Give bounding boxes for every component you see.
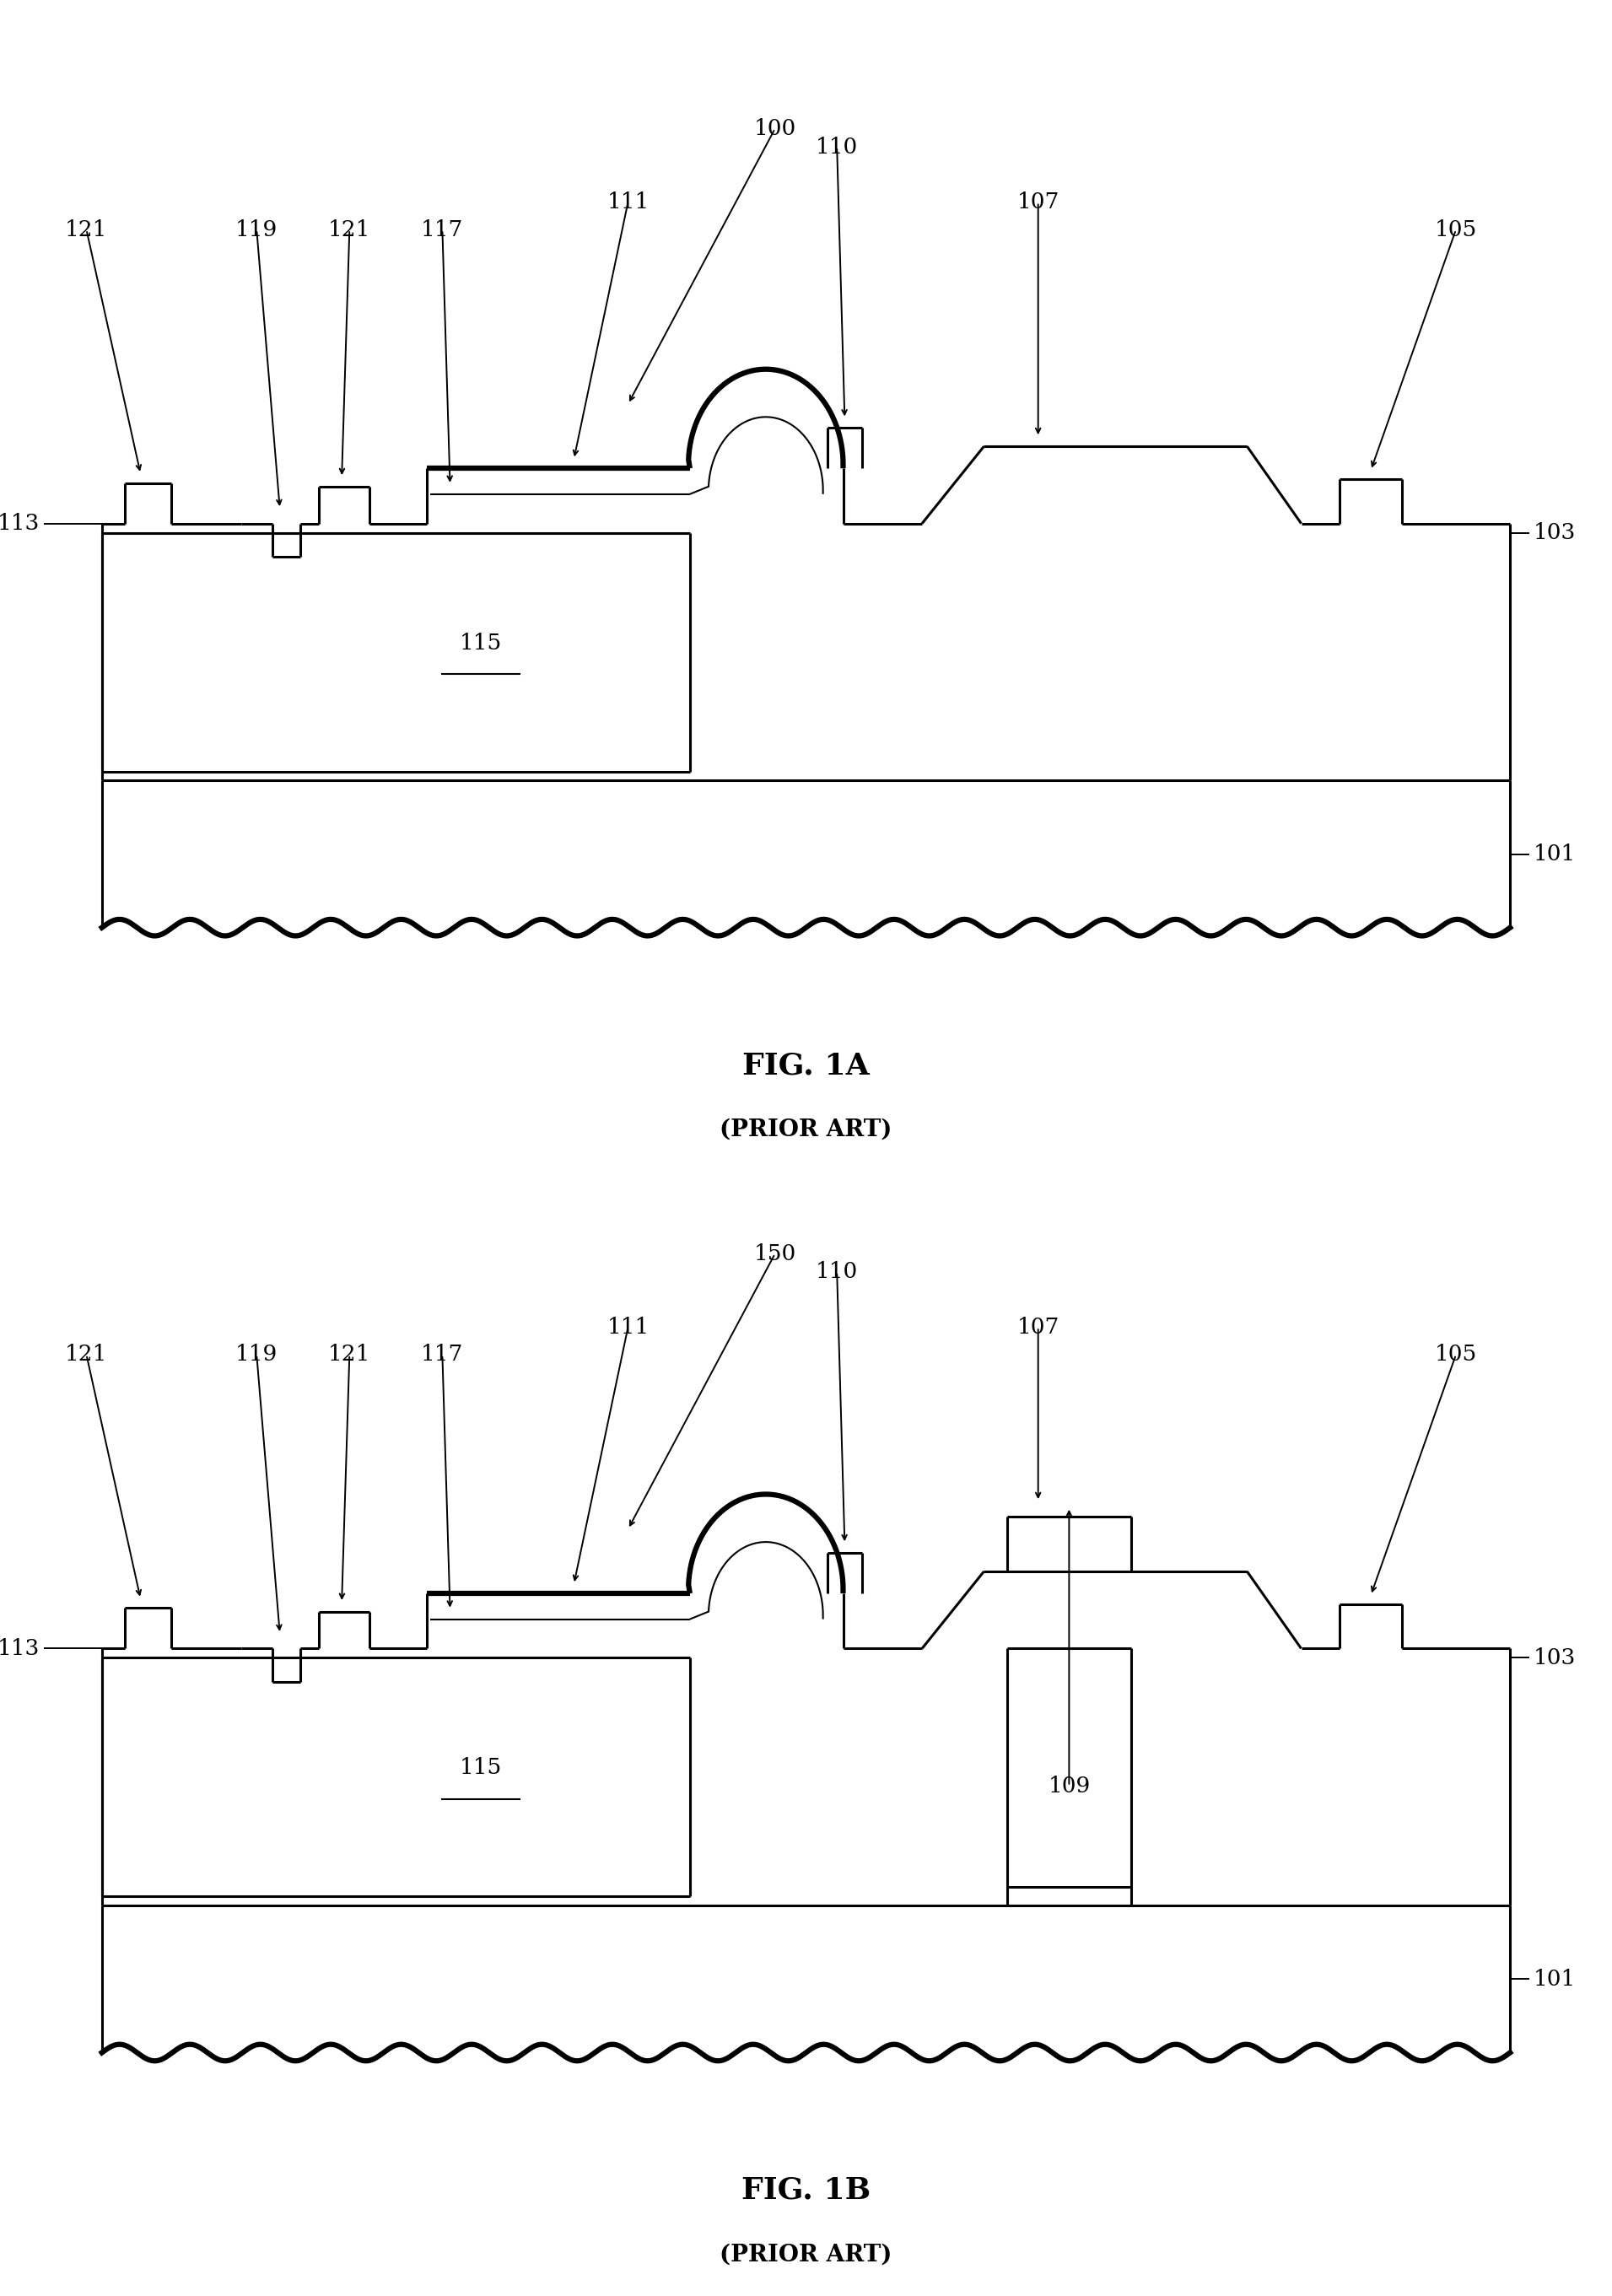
Text: 103: 103 [1533,1646,1577,1669]
Text: 121: 121 [64,218,108,241]
Text: 121: 121 [329,1343,371,1366]
Text: 115: 115 [459,631,503,654]
Text: 121: 121 [64,1343,108,1366]
Text: 115: 115 [459,1756,503,1779]
Text: 119: 119 [235,1343,277,1366]
Text: 105: 105 [1435,218,1477,241]
Text: 113: 113 [0,512,40,535]
Text: 110: 110 [816,135,858,158]
Text: (PRIOR ART): (PRIOR ART) [721,2243,891,2266]
Text: 107: 107 [1017,1316,1059,1339]
Text: 119: 119 [235,218,277,241]
Text: (PRIOR ART): (PRIOR ART) [721,1118,891,1141]
Text: FIG. 1B: FIG. 1B [742,2177,870,2204]
Text: 103: 103 [1533,521,1577,544]
Text: 117: 117 [421,1343,464,1366]
Text: 111: 111 [606,191,650,214]
Text: 113: 113 [0,1637,40,1660]
Text: 101: 101 [1533,843,1575,866]
Text: 111: 111 [606,1316,650,1339]
Text: 100: 100 [754,117,796,140]
Text: 110: 110 [816,1261,858,1283]
Text: 109: 109 [1048,1775,1090,1798]
Text: 121: 121 [329,218,371,241]
Text: 117: 117 [421,218,464,241]
Text: 101: 101 [1533,1968,1575,1991]
Text: 107: 107 [1017,191,1059,214]
Text: FIG. 1A: FIG. 1A [743,1052,869,1079]
Text: 150: 150 [754,1242,796,1265]
Text: 105: 105 [1435,1343,1477,1366]
